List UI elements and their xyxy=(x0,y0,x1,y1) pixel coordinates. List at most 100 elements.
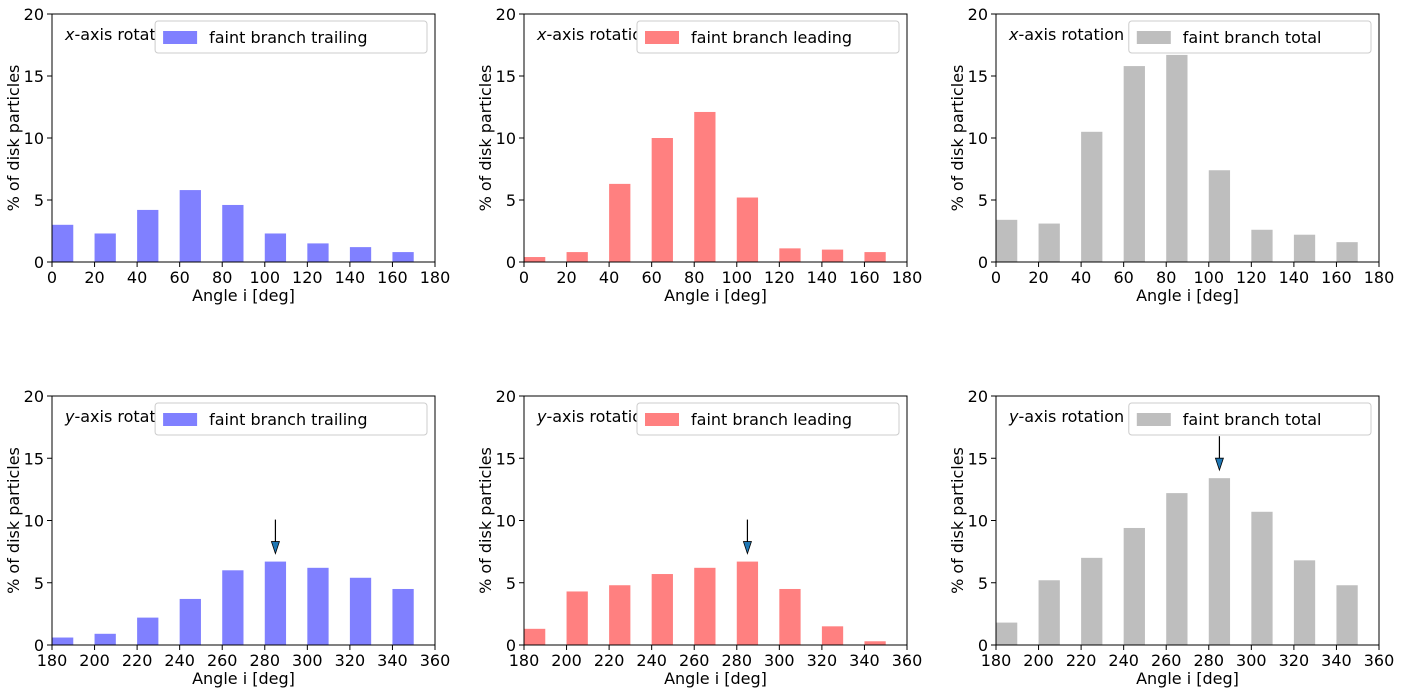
bar-145 xyxy=(1293,234,1316,262)
x-tick-label: 180 xyxy=(420,268,451,287)
legend: faint branch total xyxy=(1128,20,1372,54)
y-tick-label: 0 xyxy=(506,253,516,272)
bar-65 xyxy=(651,138,673,262)
rotation-annotation-text: -axis rotation xyxy=(546,407,652,426)
x-tick-label: 60 xyxy=(169,268,189,287)
bar-345 xyxy=(1336,585,1358,645)
y-tick-label: 5 xyxy=(506,574,516,593)
y-tick-label: 0 xyxy=(34,253,44,272)
bar-225 xyxy=(1081,557,1103,645)
bar-5 xyxy=(524,257,546,262)
rotation-annotation-text: -axis rotation xyxy=(1018,407,1124,426)
x-tick-label: 140 xyxy=(335,268,366,287)
y-axis-label: % of disk particles xyxy=(476,447,495,594)
x-tick-label: 320 xyxy=(807,651,838,670)
x-tick-label: 320 xyxy=(335,651,366,670)
bar-45 xyxy=(609,183,631,262)
bar-145 xyxy=(821,249,844,262)
y-tick-label: 10 xyxy=(24,512,44,531)
bar-125 xyxy=(779,248,801,262)
x-tick-label: 180 xyxy=(892,268,923,287)
legend-swatch xyxy=(163,31,198,44)
y-axis-label: % of disk particles xyxy=(4,447,23,594)
x-tick-label: 280 xyxy=(1194,651,1225,670)
x-axis-label: Angle i [deg] xyxy=(192,286,295,305)
x-tick-label: 340 xyxy=(849,651,880,670)
bar-225 xyxy=(137,617,159,645)
bar-165 xyxy=(392,252,414,262)
x-axis-label: Angle i [deg] xyxy=(664,669,767,688)
x-tick-label: 360 xyxy=(420,651,451,670)
x-tick-label: 120 xyxy=(764,268,795,287)
bar-245 xyxy=(179,598,201,645)
x-tick-label: 360 xyxy=(892,651,923,670)
legend: faint branch leading xyxy=(636,402,900,436)
x-tick-label: 0 xyxy=(991,268,1001,287)
bar-85 xyxy=(222,204,244,262)
bar-105 xyxy=(736,197,759,262)
bar-265 xyxy=(222,570,244,645)
bar-345 xyxy=(392,588,414,645)
bar-145 xyxy=(349,247,372,262)
x-tick-label: 60 xyxy=(1113,268,1133,287)
bar-25 xyxy=(566,252,588,262)
rotation-axis-letter: y xyxy=(536,407,547,426)
bar-125 xyxy=(307,243,329,262)
x-tick-label: 80 xyxy=(684,268,704,287)
rotation-annotation-text: -axis rotation xyxy=(546,25,652,44)
rotation-axis-letter: y xyxy=(1008,407,1019,426)
x-tick-label: 40 xyxy=(127,268,147,287)
x-tick-label: 260 xyxy=(207,651,238,670)
bar-45 xyxy=(137,209,159,262)
bar-285 xyxy=(736,561,759,645)
legend-frame xyxy=(154,20,428,54)
x-tick-label: 160 xyxy=(377,268,408,287)
x-tick-label: 100 xyxy=(1194,268,1225,287)
rotation-axis-letter: x xyxy=(1008,25,1019,44)
bar-305 xyxy=(307,567,329,645)
bar-85 xyxy=(694,111,716,263)
rotation-annotation-text: -axis rotation xyxy=(74,407,180,426)
y-tick-label: 0 xyxy=(506,636,516,655)
histogram-panel-3: 0 20 40 60 80 100 120 140 160 180 0 5 10 15 20 Angle i … xyxy=(948,5,1394,305)
x-tick-label: 260 xyxy=(1151,651,1182,670)
bar-305 xyxy=(1251,511,1273,645)
x-tick-label: 0 xyxy=(519,268,529,287)
x-tick-label: 200 xyxy=(79,651,110,670)
x-tick-label: 180 xyxy=(1364,268,1395,287)
x-tick-label: 300 xyxy=(1236,651,1267,670)
histogram-panel-6: 180 200 220 240 260 280 300 320 340 360 0 5 10 15 20 An… xyxy=(948,387,1394,688)
y-axis-label: % of disk particles xyxy=(948,65,967,212)
rotation-annotation: x-axis rotation xyxy=(536,25,652,44)
bar-185 xyxy=(524,628,546,645)
bar-25 xyxy=(94,233,116,262)
x-tick-label: 140 xyxy=(1279,268,1310,287)
y-tick-label: 5 xyxy=(506,191,516,210)
y-tick-label: 0 xyxy=(34,636,44,655)
histogram-panel-2: 0 20 40 60 80 100 120 140 160 180 0 5 10 15 20 Angle i … xyxy=(476,5,922,305)
bar-205 xyxy=(566,591,588,645)
legend-label: faint branch trailing xyxy=(209,28,367,47)
x-tick-label: 240 xyxy=(636,651,667,670)
bar-25 xyxy=(1038,223,1060,262)
x-tick-label: 100 xyxy=(722,268,753,287)
bar-285 xyxy=(264,561,287,645)
x-tick-label: 280 xyxy=(722,651,753,670)
x-tick-label: 300 xyxy=(764,651,795,670)
x-tick-label: 220 xyxy=(122,651,153,670)
peak-arrow xyxy=(742,519,752,555)
y-tick-label: 15 xyxy=(496,67,516,86)
y-tick-label: 15 xyxy=(24,449,44,468)
legend-frame xyxy=(636,402,900,436)
y-tick-label: 20 xyxy=(968,5,988,24)
rotation-axis-letter: x xyxy=(64,25,75,44)
y-tick-label: 10 xyxy=(496,129,516,148)
y-tick-label: 0 xyxy=(978,636,988,655)
peak-arrow-head xyxy=(270,541,280,555)
bar-45 xyxy=(1081,131,1103,262)
rotation-annotation: y-axis rotation xyxy=(536,407,652,426)
bar-105 xyxy=(1208,170,1231,262)
legend-label: faint branch leading xyxy=(691,410,852,429)
bar-125 xyxy=(1251,229,1273,262)
bar-265 xyxy=(694,567,716,645)
